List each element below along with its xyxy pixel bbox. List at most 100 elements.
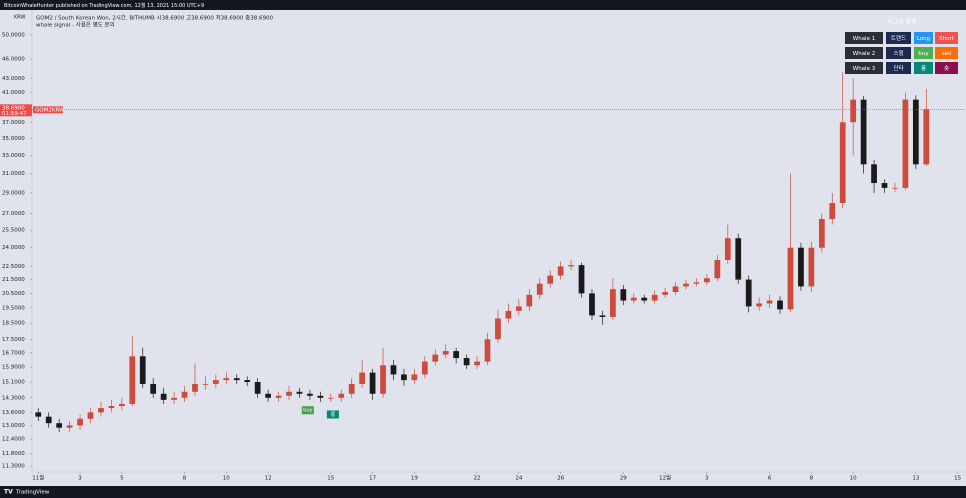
candle-body [286, 391, 292, 396]
candle-body [829, 203, 836, 219]
candle-body [787, 247, 794, 310]
candle-body [766, 300, 773, 304]
indicator-header: whale signal - 사용은 별도 문의 [36, 21, 115, 29]
table-cell-text: buy [918, 51, 929, 57]
candle-body [777, 300, 783, 310]
x-tick-label: 29 [620, 476, 627, 482]
footer-bar [0, 486, 966, 498]
candle-body [589, 293, 595, 316]
candle-body [244, 380, 251, 383]
candle-body [265, 393, 271, 398]
table-title: 시그널 종류 [887, 18, 917, 26]
candle-body [453, 351, 460, 359]
x-tick-label: 26 [557, 476, 564, 482]
candle-body [892, 187, 898, 189]
y-tick-label: 11.8000 [2, 451, 25, 457]
symbol-tag: GOM2KRW [35, 107, 65, 113]
candle-body [77, 418, 83, 426]
candle-body [578, 265, 585, 294]
candle-body [505, 310, 512, 319]
signal-label: 롱 [331, 412, 336, 418]
x-tick-label: 5 [120, 476, 124, 482]
candle-body [338, 393, 345, 398]
candle-body [474, 361, 480, 366]
candle-body [118, 403, 125, 407]
candle-body [672, 286, 679, 292]
candle-body [526, 294, 533, 307]
candle-body [610, 289, 616, 317]
y-tick-label: 13.0000 [2, 423, 25, 429]
table-cell [914, 47, 933, 59]
table-cell [935, 62, 958, 74]
table-cell [886, 62, 911, 74]
y-tick-label: 13.6000 [2, 410, 25, 416]
x-tick-label: 10 [223, 476, 230, 482]
candle-body [630, 297, 637, 301]
last-price-label: 38.6900 [2, 105, 25, 111]
y-tick-label: 29.0000 [2, 190, 25, 196]
axis-unit: KRW [14, 15, 26, 21]
candle-body [359, 372, 366, 384]
table-cell-text: Long [917, 36, 930, 42]
candle-body [818, 218, 825, 248]
candle-body [150, 383, 157, 394]
table-cell [845, 47, 883, 59]
x-tick-label: 24 [515, 476, 522, 482]
y-tick-label: 35.0000 [2, 136, 25, 142]
candle-body [463, 358, 470, 366]
candle-body [850, 99, 857, 123]
candle-body [568, 265, 574, 267]
x-tick-label: 19 [411, 476, 418, 482]
table-cell [886, 32, 911, 44]
candle-body [421, 361, 428, 375]
table-cell [935, 32, 958, 44]
y-tick-label: 18.5000 [2, 321, 25, 327]
candle-body [745, 279, 752, 307]
candle-body [307, 393, 313, 396]
y-tick-label: 50.0000 [2, 32, 25, 38]
candle-body [714, 260, 721, 279]
table-cell-text: Whale 1 [853, 36, 875, 42]
candle-body [327, 397, 334, 399]
candle-body [442, 351, 449, 355]
y-tick-label: 17.5000 [2, 337, 25, 343]
candle-body [35, 412, 42, 417]
candle-body [129, 356, 136, 404]
x-tick-label: 17 [369, 476, 376, 482]
y-tick-label: 25.5000 [2, 228, 25, 234]
candle-body [724, 238, 731, 261]
x-tick-label: 12월 [659, 474, 671, 482]
y-tick-label: 37.0000 [2, 120, 25, 126]
candle-body [902, 99, 909, 188]
x-tick-label: 15 [954, 476, 961, 482]
candle-body [912, 99, 919, 165]
table-cell [914, 32, 933, 44]
y-tick-label: 14.3000 [2, 395, 25, 401]
y-tick-label: 41.0000 [2, 90, 25, 96]
candle-body [139, 356, 146, 384]
candle-body [735, 238, 742, 280]
table-cell-text: 롱 [921, 65, 926, 72]
candle-body [484, 339, 491, 362]
candle-body [536, 283, 543, 295]
candle-body [651, 294, 658, 301]
x-tick-label: 12 [265, 476, 272, 482]
candle-body [296, 391, 303, 394]
countdown: 01:59:47 [2, 111, 27, 117]
candle-body [923, 109, 930, 165]
x-tick-label: 15 [327, 476, 334, 482]
x-tick-label: 11월 [32, 474, 44, 482]
y-tick-label: 33.0000 [2, 153, 25, 159]
candle-body [181, 391, 188, 398]
candle-body [808, 247, 815, 287]
candle-body [56, 423, 63, 428]
table-cell-text: Whale 2 [853, 51, 875, 57]
y-tick-label: 24.0000 [2, 245, 25, 251]
candle-body [380, 365, 386, 394]
candle-body [662, 291, 668, 295]
table-cell-text: Whale 3 [853, 66, 876, 72]
candle-body [87, 412, 94, 419]
candle-body [233, 378, 240, 381]
candle-body [411, 374, 418, 381]
